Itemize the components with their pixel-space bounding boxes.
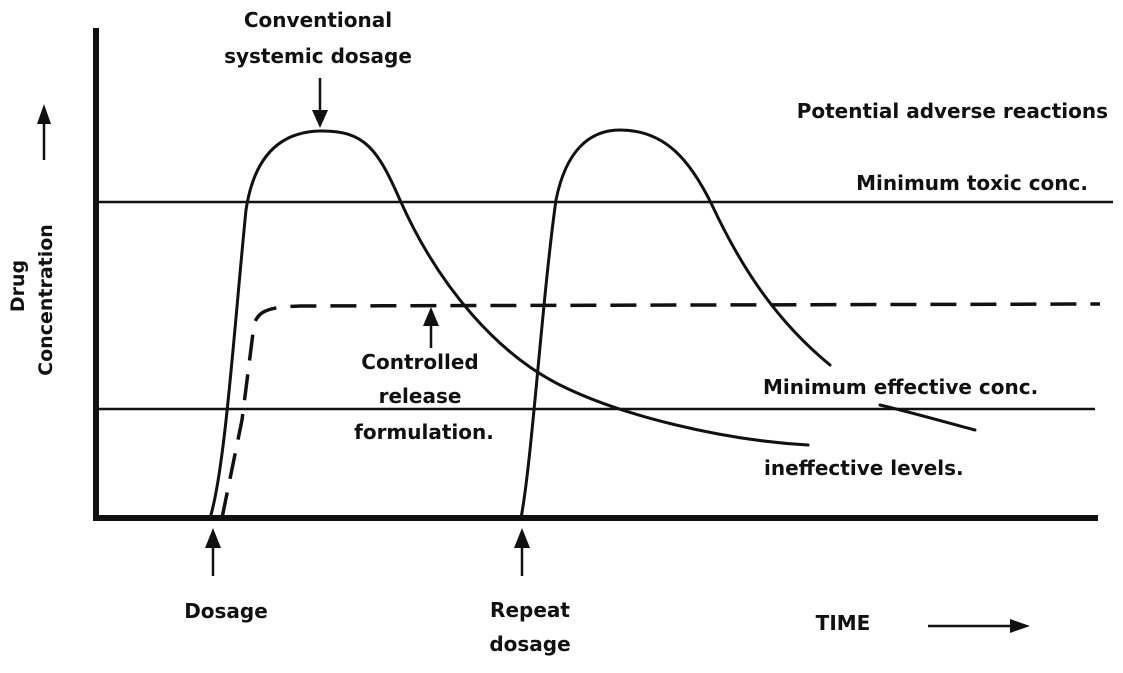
repeat-dosage-arrow bbox=[514, 528, 530, 576]
conventional-label-line1: Conventional bbox=[244, 8, 392, 32]
y-axis-arrow bbox=[37, 104, 51, 160]
controlled-release-label-line2: release bbox=[379, 384, 462, 408]
dosage-arrow bbox=[205, 528, 221, 576]
conventional-dose-curve-2 bbox=[519, 128, 832, 520]
controlled-release-curve bbox=[220, 302, 1101, 519]
y-label-line1: Drug bbox=[7, 260, 29, 312]
conventional-dosage-arrow bbox=[312, 78, 328, 128]
repeat-dosage-label-line2: dosage bbox=[489, 632, 570, 656]
minimum-toxic-label: Minimum toxic conc. bbox=[856, 171, 1088, 195]
dosage-label: Dosage bbox=[184, 599, 268, 623]
conventional-label-line2: systemic dosage bbox=[224, 44, 412, 68]
controlled-release-label-line3: formulation. bbox=[354, 420, 494, 444]
y-label-line2: Concentration bbox=[35, 224, 57, 376]
effective-tail-curve bbox=[878, 403, 977, 432]
ineffective-levels-label: ineffective levels. bbox=[764, 456, 964, 480]
conventional-dose-curve-1 bbox=[208, 129, 810, 520]
time-label: TIME bbox=[816, 611, 871, 635]
controlled-release-arrow bbox=[423, 307, 439, 348]
adverse-reactions-label: Potential adverse reactions bbox=[797, 99, 1108, 123]
minimum-effective-label: Minimum effective conc. bbox=[763, 375, 1038, 399]
controlled-release-label-line1: Controlled bbox=[361, 350, 478, 374]
repeat-dosage-label-line1: Repeat bbox=[490, 598, 570, 622]
time-arrow bbox=[928, 619, 1030, 633]
